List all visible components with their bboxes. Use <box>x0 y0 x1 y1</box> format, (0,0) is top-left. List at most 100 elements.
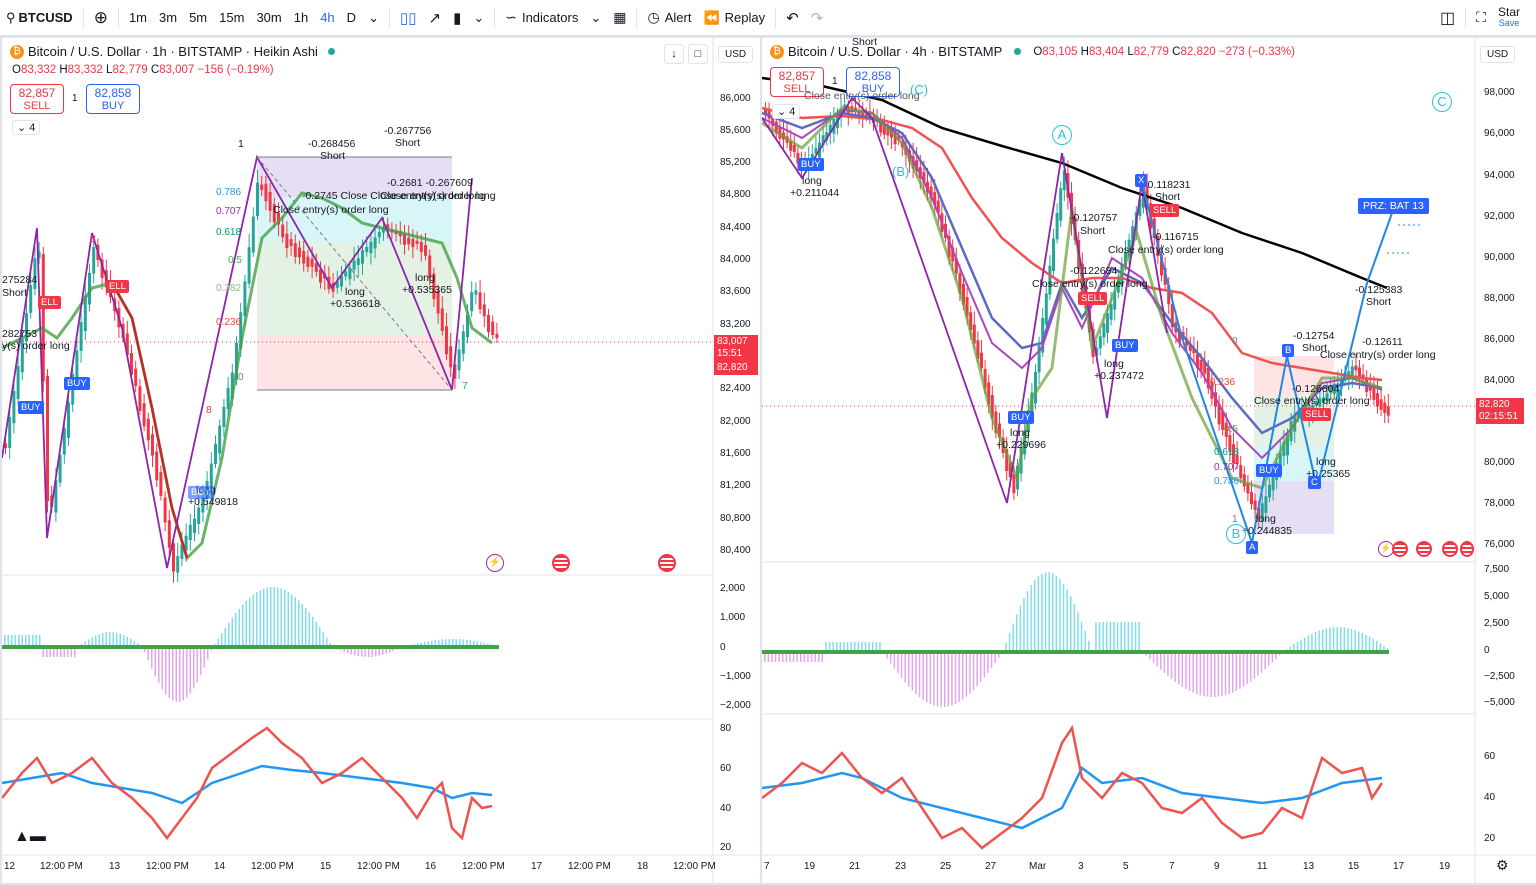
us-flag-icon[interactable] <box>552 554 570 572</box>
candle-body <box>1095 347 1099 356</box>
buy-button[interactable]: 82,858 BUY <box>846 67 900 97</box>
macd-histogram-bar <box>951 652 953 706</box>
interval-1h[interactable]: 1h <box>293 10 309 25</box>
currency-selector[interactable]: USD <box>1480 46 1516 63</box>
right-legend[interactable]: ₿ Bitcoin / U.S. Dollar · 4h · BITSTAMP … <box>770 44 1295 59</box>
layout-button[interactable]: ▦ <box>607 0 632 36</box>
line-chart-icon: ↗ <box>428 9 442 27</box>
sell-button[interactable]: 82,857 SELL <box>770 67 824 97</box>
right-chart-panel[interactable]: ₿ Bitcoin / U.S. Dollar · 4h · BITSTAMP … <box>762 38 1536 883</box>
candle-body <box>419 242 423 252</box>
macd-histogram-bar <box>109 632 111 647</box>
macd-histogram-bar <box>56 647 58 657</box>
time-tick: 27 <box>985 861 997 872</box>
time-tick: 25 <box>940 861 952 872</box>
candles-icon: ▯▯ <box>399 9 417 27</box>
interval-4h[interactable]: 4h <box>320 10 335 25</box>
sell-label: SELL <box>783 83 811 95</box>
time-tick: 7 <box>1169 861 1175 872</box>
undo-button[interactable]: ↶ <box>780 0 805 36</box>
candle-body <box>193 518 196 533</box>
macd-histogram-bar <box>846 642 849 652</box>
macd-histogram-bar <box>1134 622 1137 652</box>
right-chart-canvas[interactable] <box>762 38 1536 883</box>
indicators-dropdown[interactable]: ⌄ <box>584 0 607 36</box>
macd-histogram-bar <box>1070 596 1072 652</box>
macd-histogram-bar <box>1012 623 1014 652</box>
macd-histogram-bar <box>1080 621 1083 652</box>
candle-body <box>969 312 973 330</box>
us-flag-icon[interactable] <box>658 554 676 572</box>
interval-3m[interactable]: 3m <box>159 10 178 25</box>
us-flag-icon[interactable] <box>1416 541 1432 557</box>
macd-histogram-bar <box>1314 631 1317 652</box>
candle-body <box>958 273 962 294</box>
candle-body <box>167 520 171 548</box>
macd-histogram-bar <box>1149 652 1151 660</box>
candle-body <box>239 312 243 350</box>
chart-type-dropdown[interactable]: ⌄ <box>467 0 490 36</box>
macd-histogram-bar <box>1055 575 1058 652</box>
redo-button[interactable]: ↷ <box>805 0 830 36</box>
left-chart-canvas[interactable] <box>2 38 760 883</box>
save-layout-button[interactable]: Star Save <box>1492 0 1536 36</box>
indicators-collapse-toggle[interactable]: ⌄ 4 <box>12 120 41 135</box>
macd-histogram-bar <box>308 612 310 647</box>
fullscreen-button[interactable]: ⛶ <box>1470 0 1492 36</box>
interval-d[interactable]: D <box>346 10 357 25</box>
maximize-button[interactable]: □ <box>688 44 708 64</box>
macd-histogram-bar <box>1034 580 1036 652</box>
interval-5m[interactable]: 5m <box>189 10 208 25</box>
replay-button[interactable]: ⏪ Replay <box>697 0 771 36</box>
fib-label: 0.618 <box>1214 447 1240 458</box>
macd-histogram-bar <box>88 639 90 647</box>
earnings-icon[interactable]: ⚡ <box>486 554 504 572</box>
strategy-label: Close entry(s) order long <box>380 190 496 202</box>
scroll-down-button[interactable]: ↓ <box>664 44 684 64</box>
candle-body <box>289 239 293 247</box>
macd-histogram-bar <box>91 637 93 647</box>
candle-body <box>184 535 188 551</box>
indicators-button[interactable]: ∽ Indicators <box>499 0 584 36</box>
macd-histogram-bar <box>1329 627 1331 652</box>
interval-30m[interactable]: 30m <box>256 10 282 25</box>
left-legend[interactable]: ₿ Bitcoin / U.S. Dollar · 1h · BITSTAMP … <box>10 44 335 59</box>
indicators-collapse-toggle[interactable]: ⌄ 4 <box>772 104 801 119</box>
currency-selector[interactable]: USD <box>718 46 754 63</box>
candle-body <box>46 375 49 502</box>
line-button[interactable]: ↗ <box>422 0 447 36</box>
interval-dropdown[interactable]: ⌄ <box>362 0 385 36</box>
us-flag-icon[interactable] <box>1392 541 1408 557</box>
left-chart-panel[interactable]: ₿ Bitcoin / U.S. Dollar · 1h · BITSTAMP … <box>2 38 760 883</box>
macd-histogram-bar <box>1059 579 1061 652</box>
candles-button[interactable]: ▯▯ <box>394 0 423 36</box>
macd-histogram-bar <box>1368 636 1371 652</box>
us-flag-icon[interactable] <box>1442 541 1458 557</box>
fib-label: 0.236 <box>216 317 242 328</box>
macd-histogram-bar <box>322 632 324 647</box>
macd-histogram-bar <box>459 639 461 647</box>
panel-toggle-button[interactable]: ◫ <box>1434 0 1461 36</box>
us-flag-icon[interactable] <box>1460 541 1474 557</box>
buy-button[interactable]: 82,858 BUY <box>86 84 140 114</box>
macd-histogram-bar <box>448 639 450 647</box>
tradingview-logo[interactable]: ▲▬ <box>14 828 46 845</box>
candle-body <box>62 428 66 455</box>
fib-label: 0 <box>238 372 244 383</box>
macd-histogram-bar <box>452 639 454 647</box>
sell-button[interactable]: 82,857 SELL <box>10 84 64 114</box>
interval-1m[interactable]: 1m <box>128 10 148 25</box>
candle-body <box>893 133 897 145</box>
candle-body <box>466 314 469 338</box>
symbol-search[interactable]: ⚲ BTCUSD <box>0 0 79 36</box>
bars-button[interactable]: ▮ <box>447 0 467 36</box>
compare-button[interactable]: ⊕ <box>88 0 114 36</box>
interval-15m[interactable]: 15m <box>219 10 245 25</box>
macd-histogram-bar <box>868 642 870 652</box>
alert-button[interactable]: ◷ Alert <box>641 0 697 36</box>
candle-body <box>1386 406 1390 416</box>
time-tick: 12 <box>4 861 16 872</box>
buy-label: BUY <box>861 83 885 95</box>
rsi-tick: 60 <box>720 763 732 774</box>
settings-gear-icon[interactable]: ⚙ <box>1496 857 1509 873</box>
